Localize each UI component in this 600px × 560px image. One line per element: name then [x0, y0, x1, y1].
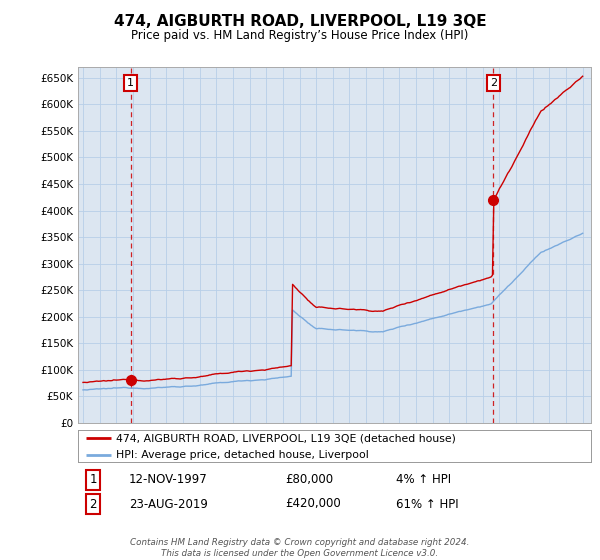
Text: 23-AUG-2019: 23-AUG-2019 [129, 497, 208, 511]
Text: HPI: Average price, detached house, Liverpool: HPI: Average price, detached house, Live… [116, 450, 369, 460]
Text: £420,000: £420,000 [285, 497, 341, 511]
Text: 1: 1 [127, 78, 134, 88]
Text: 474, AIGBURTH ROAD, LIVERPOOL, L19 3QE: 474, AIGBURTH ROAD, LIVERPOOL, L19 3QE [113, 14, 487, 29]
Text: 474, AIGBURTH ROAD, LIVERPOOL, L19 3QE (detached house): 474, AIGBURTH ROAD, LIVERPOOL, L19 3QE (… [116, 433, 457, 444]
Text: 61% ↑ HPI: 61% ↑ HPI [396, 497, 458, 511]
Text: 2: 2 [89, 497, 97, 511]
Text: £80,000: £80,000 [285, 473, 333, 487]
Text: 12-NOV-1997: 12-NOV-1997 [129, 473, 208, 487]
Text: 1: 1 [89, 473, 97, 487]
Text: Contains HM Land Registry data © Crown copyright and database right 2024.
This d: Contains HM Land Registry data © Crown c… [130, 538, 470, 558]
Text: 2: 2 [490, 78, 497, 88]
Text: Price paid vs. HM Land Registry’s House Price Index (HPI): Price paid vs. HM Land Registry’s House … [131, 29, 469, 42]
Text: 4% ↑ HPI: 4% ↑ HPI [396, 473, 451, 487]
